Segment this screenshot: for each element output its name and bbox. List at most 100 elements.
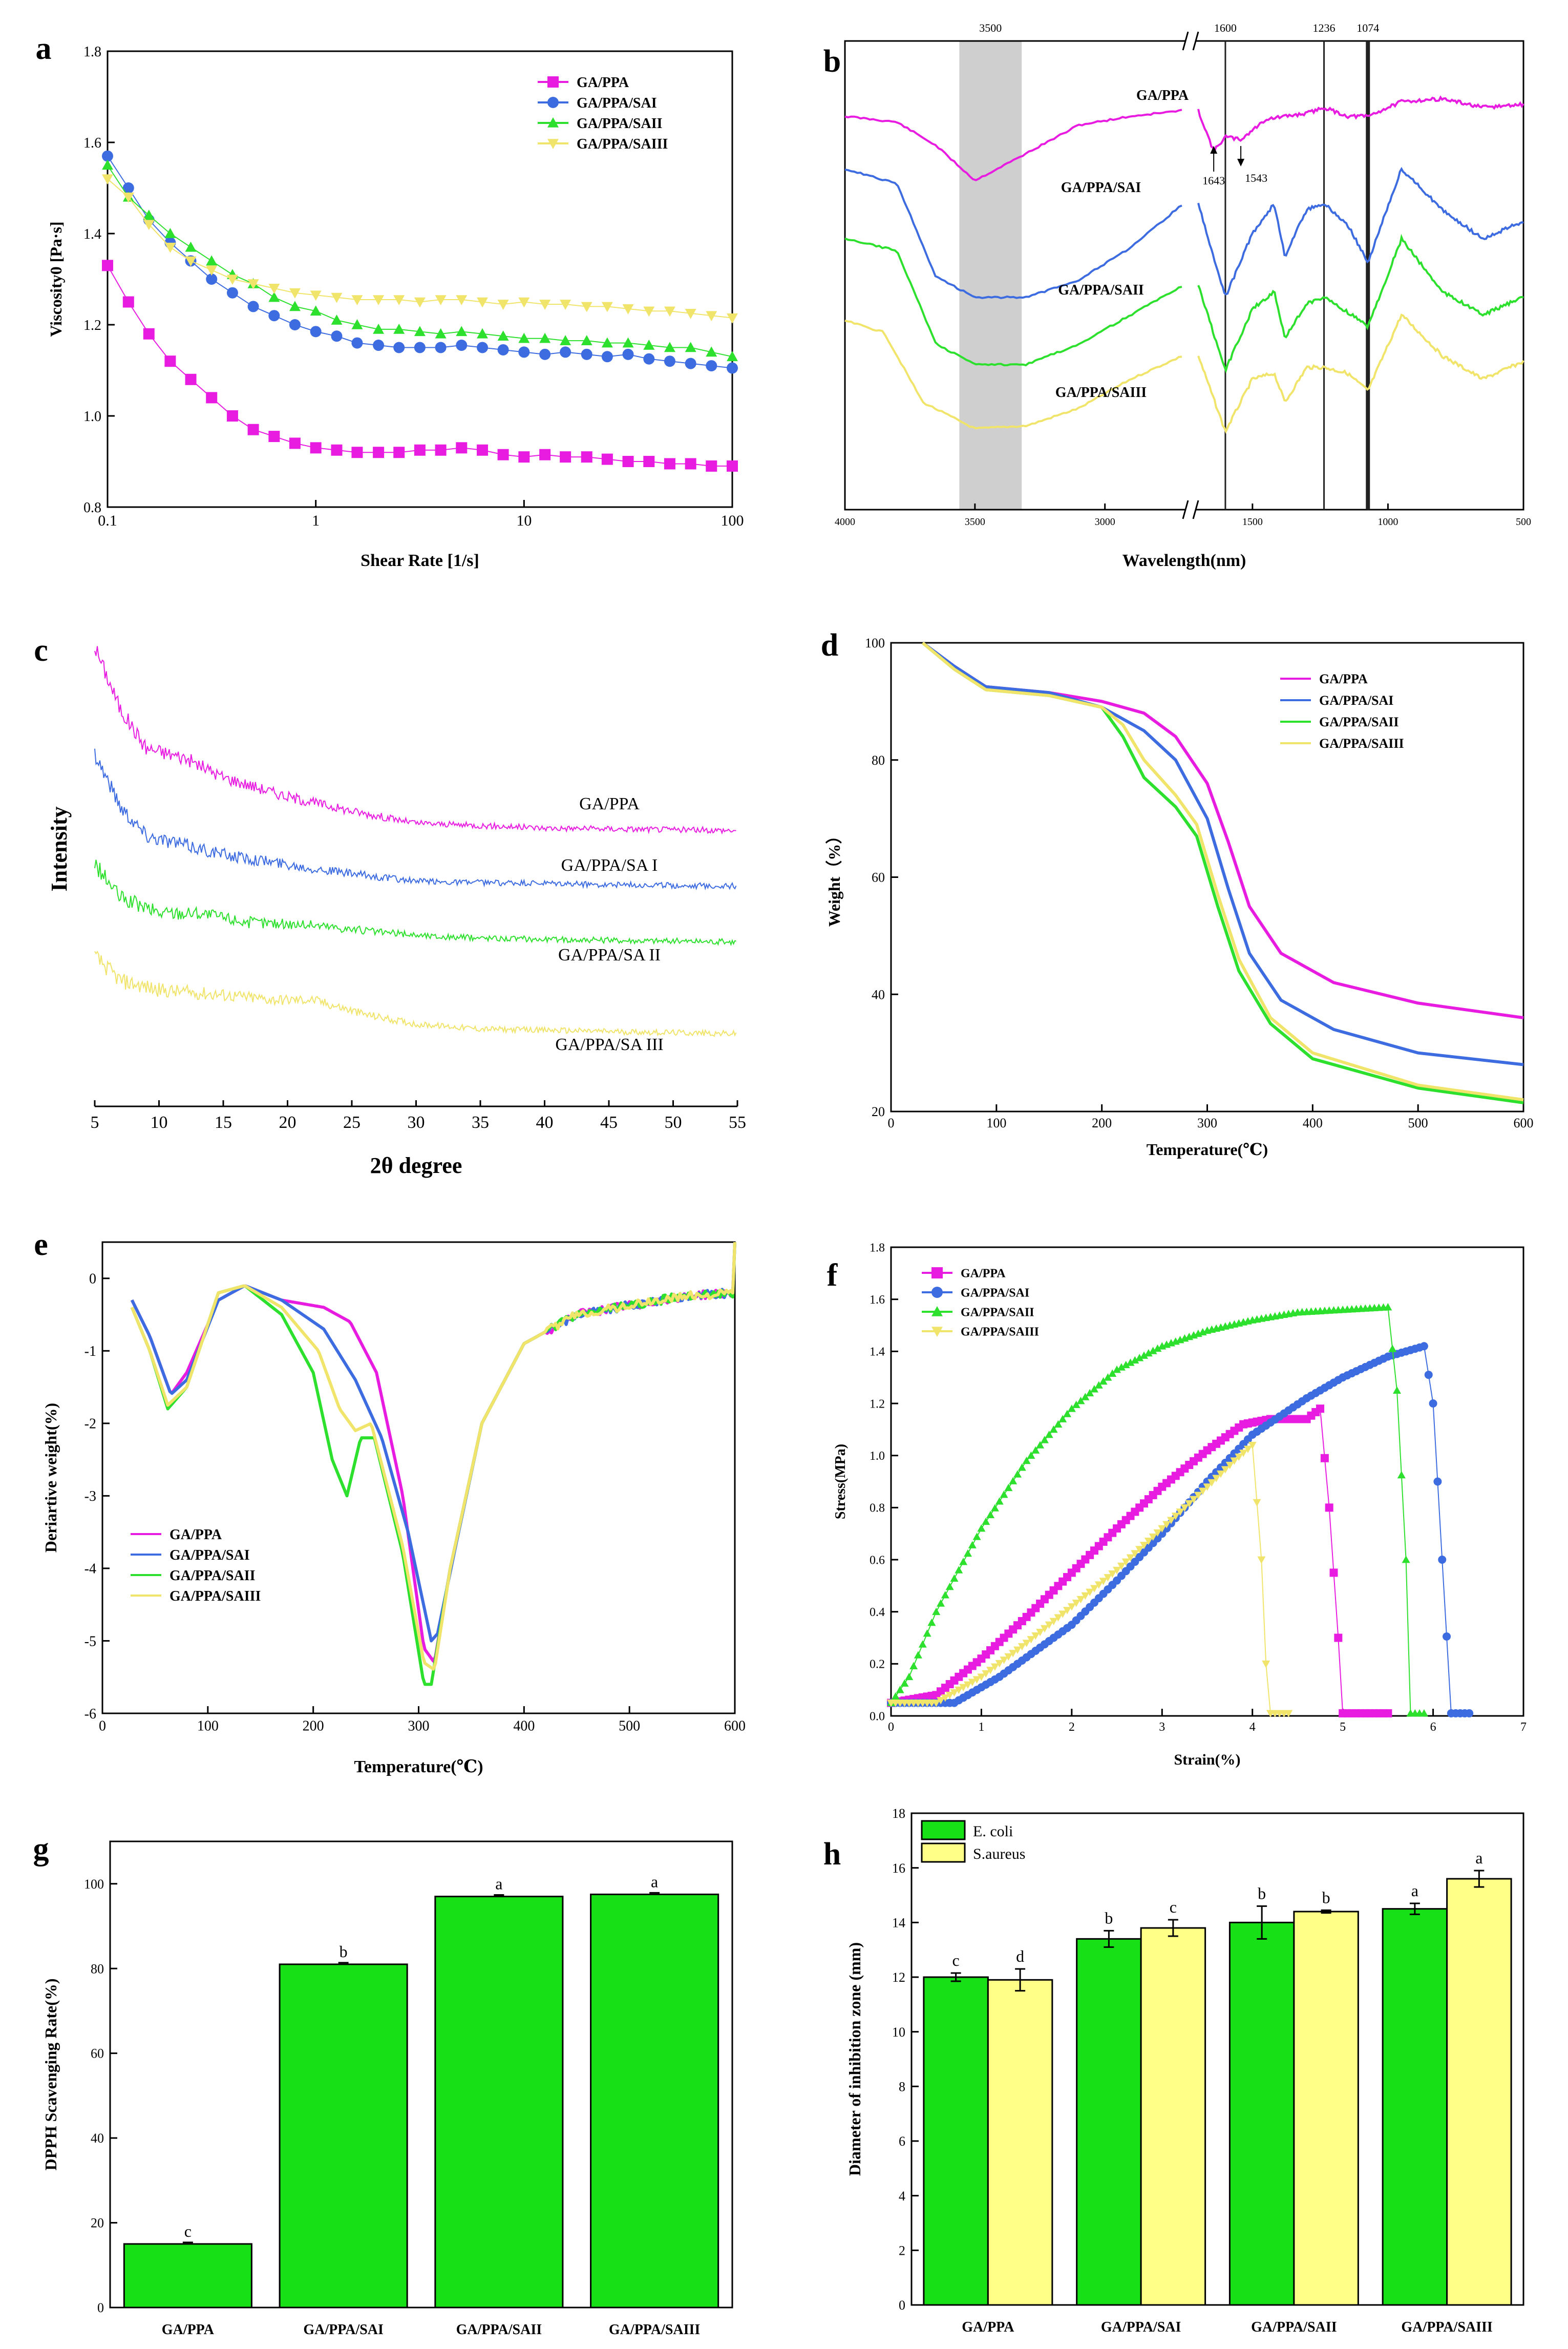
panel-label: e [34, 1227, 48, 1262]
series-line [1197, 313, 1524, 434]
marker-circle [1465, 1709, 1474, 1717]
x-category-label: GA/PPA/SAI [303, 2322, 384, 2338]
y-tick-label: 20 [91, 2216, 104, 2231]
y-tick-label: 1.6 [83, 135, 101, 151]
x-tick-label: 0.1 [98, 512, 117, 529]
marker-triangle-up [972, 1533, 981, 1540]
marker-square [601, 453, 613, 465]
x-tick-label: 0 [888, 1116, 895, 1130]
marker-triangle-down [1126, 1554, 1135, 1562]
marker-triangle-down [982, 1670, 990, 1678]
series-line [94, 646, 736, 835]
marker-triangle-down [1063, 1607, 1072, 1614]
marker-square [706, 460, 717, 472]
marker-triangle-down [1009, 1650, 1018, 1658]
marker-triangle-down [937, 1697, 945, 1705]
bar [1293, 1911, 1359, 2306]
marker-triangle-down [102, 174, 113, 185]
marker-triangle-down [1072, 1599, 1080, 1607]
y-tick-label: -2 [84, 1416, 96, 1432]
x-tick-label: 300 [1197, 1116, 1217, 1130]
marker-triangle-down [1058, 1610, 1067, 1618]
significance-letter: b [1322, 1888, 1330, 1906]
marker-circle [727, 362, 738, 374]
marker-triangle-up [905, 1672, 914, 1681]
reference-line-label: 1074 [1357, 22, 1379, 34]
series-label: GA/PPA/SA III [555, 1035, 663, 1054]
y-tick-label: 6 [899, 2134, 905, 2149]
marker-triangle-down [932, 1700, 941, 1707]
y-tick-label: 60 [91, 2046, 104, 2061]
series-line [1197, 234, 1524, 374]
marker-triangle-down [1284, 1710, 1293, 1717]
marker-triangle-down [581, 302, 592, 312]
series-line [130, 1242, 736, 1686]
marker-triangle-down [414, 297, 426, 308]
marker-triangle-up [932, 1607, 941, 1616]
marker-triangle-down [1235, 1453, 1243, 1461]
y-tick-label: 10 [892, 2025, 905, 2040]
marker-square [414, 444, 426, 456]
marker-triangle-up [102, 159, 113, 170]
marker-triangle-up [351, 319, 363, 329]
panel-h: h 0 2 4 6 8 10 12 14 16 18 Diameter of inhibition z… [823, 1806, 1524, 2335]
legend-label: GA/PPA [577, 75, 629, 91]
x-tick-label: 30 [408, 1113, 425, 1132]
x-tick-label: 40 [536, 1113, 554, 1132]
marker-triangle-up [1049, 1425, 1058, 1433]
series-line [844, 237, 1182, 367]
marker-triangle-down [226, 275, 238, 285]
marker-triangle-up [1113, 1365, 1121, 1373]
marker-triangle-down [945, 1691, 954, 1700]
marker-triangle-up [1004, 1483, 1013, 1492]
marker-square [164, 355, 176, 367]
marker-triangle-up [331, 314, 343, 325]
marker-triangle-down [950, 1689, 959, 1697]
marker-triangle-down [518, 297, 530, 308]
legend-label: GA/PPA [961, 1267, 1006, 1280]
legend-label: GA/PPA/SAII [577, 116, 663, 132]
marker-square [1325, 1503, 1333, 1512]
marker-triangle-down [1140, 1542, 1148, 1549]
x-tick-label: 600 [1514, 1116, 1534, 1130]
marker-triangle-up [1126, 1358, 1135, 1366]
marker-triangle-up [310, 305, 322, 316]
y-axis-label: Diameter of inhibition zone (mm) [845, 1942, 864, 2176]
marker-circle [497, 344, 509, 355]
marker-triangle-up [923, 1629, 931, 1637]
y-tick-label: 100 [84, 1877, 104, 1892]
marker-triangle-up [685, 342, 696, 352]
marker-circle [289, 319, 301, 330]
marker-triangle-down [164, 242, 176, 253]
x-category-label: GA/PPA/SAIII [1401, 2319, 1492, 2335]
x-category-label: GA/PPA [162, 2322, 215, 2338]
marker-triangle-up [622, 337, 634, 348]
marker-square [268, 431, 280, 443]
y-tick-label: -5 [84, 1633, 96, 1649]
series-line [94, 748, 737, 891]
marker-triangle-down [456, 295, 468, 306]
y-tick-label: 20 [872, 1104, 885, 1119]
x-tick-label: 600 [724, 1718, 746, 1734]
x-category-label: GA/PPA/SAII [456, 2322, 542, 2338]
marker-triangle-down [1225, 1461, 1234, 1470]
marker-triangle-down [1221, 1466, 1230, 1474]
marker-triangle-up [456, 326, 468, 337]
marker-triangle-down [393, 295, 405, 306]
series-line [844, 320, 1182, 430]
legend-swatch [921, 1820, 966, 1840]
marker-square [289, 437, 301, 449]
significance-letter: b [1258, 1884, 1266, 1902]
marker-triangle-up [164, 228, 176, 238]
axis-break-gap [1185, 31, 1196, 51]
marker-circle [664, 355, 675, 367]
panel-label: h [823, 1837, 841, 1872]
marker-triangle-up [937, 1599, 945, 1607]
x-tick-label: 1 [312, 512, 320, 529]
x-tick-label: 1500 [1242, 516, 1263, 528]
marker-triangle-down [1144, 1538, 1153, 1545]
marker-triangle-down [1018, 1643, 1026, 1651]
marker-triangle-down [206, 265, 218, 276]
marker-triangle-down [1203, 1483, 1212, 1491]
legend-label: GA/PPA/SAIII [169, 1588, 261, 1604]
